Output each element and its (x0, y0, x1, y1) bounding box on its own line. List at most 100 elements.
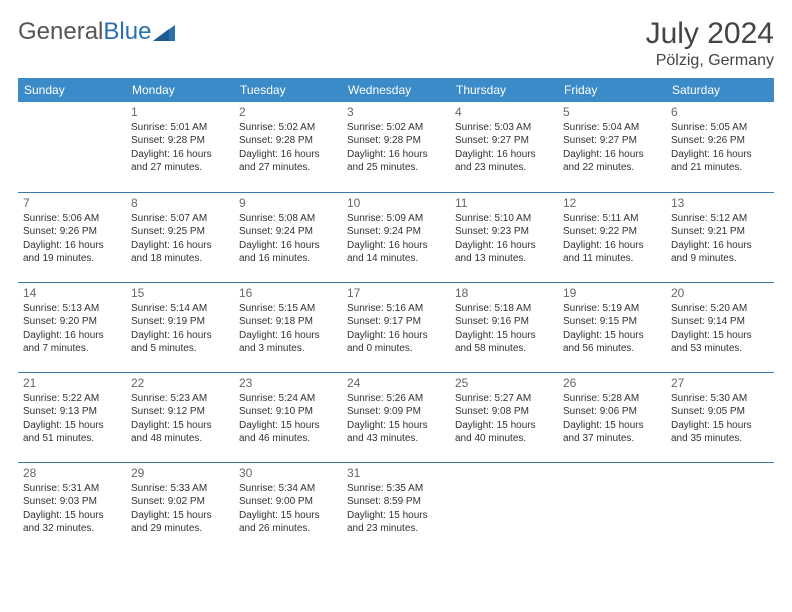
day-number: 27 (671, 376, 769, 390)
calendar-cell: 16Sunrise: 5:15 AMSunset: 9:18 PMDayligh… (234, 282, 342, 372)
sunrise-line: Sunrise: 5:04 AM (563, 121, 661, 135)
calendar-cell: 10Sunrise: 5:09 AMSunset: 9:24 PMDayligh… (342, 192, 450, 282)
day-cell: 12 Sunrise: 5:11 AMSunset: 9:22 PMDayligh… (558, 192, 666, 282)
daylight-line: Daylight: 15 hours and 51 minutes. (23, 419, 121, 446)
calendar-cell: 29 Sunrise: 5:33 AMSunset: 9:02 PMDayligh… (126, 462, 234, 552)
sunset-line: Sunset: 9:13 PM (23, 405, 121, 419)
daylight-line: Daylight: 16 hours and 14 minutes. (347, 239, 445, 266)
sunset-line: Sunset: 9:16 PM (455, 315, 553, 329)
sunset-line: Sunset: 9:27 PM (455, 134, 553, 148)
day-info: Sunrise: 5:01 AMSunset: 9:28 PMDaylight:… (131, 121, 229, 175)
daylight-line: Daylight: 15 hours and 43 minutes. (347, 419, 445, 446)
calendar-cell: 12 Sunrise: 5:11 AMSunset: 9:22 PMDayligh… (558, 192, 666, 282)
calendar-cell: 18Sunrise: 5:18 AMSunset: 9:16 PMDayligh… (450, 282, 558, 372)
calendar-cell: 22 Sunrise: 5:23 AMSunset: 9:12 PMDayligh… (126, 372, 234, 462)
sunrise-line: Sunrise: 5:30 AM (671, 392, 769, 406)
empty-cell (18, 102, 126, 192)
day-cell: 9Sunrise: 5:08 AMSunset: 9:24 PMDaylight… (234, 192, 342, 282)
day-number: 29 (131, 466, 229, 480)
calendar-cell: 13Sunrise: 5:12 AMSunset: 9:21 PMDayligh… (666, 192, 774, 282)
sunset-line: Sunset: 9:15 PM (563, 315, 661, 329)
daylight-line: Daylight: 15 hours and 46 minutes. (239, 419, 337, 446)
calendar-cell: 27Sunrise: 5:30 AMSunset: 9:05 PMDayligh… (666, 372, 774, 462)
day-cell: 15Sunrise: 5:14 AMSunset: 9:19 PMDayligh… (126, 282, 234, 372)
day-info: Sunrise: 5:07 AMSunset: 9:25 PMDaylight:… (131, 212, 229, 266)
day-info: Sunrise: 5:06 AMSunset: 9:26 PMDaylight:… (23, 212, 121, 266)
day-info: Sunrise: 5:23 AMSunset: 9:12 PMDaylight:… (131, 392, 229, 446)
day-cell: 5Sunrise: 5:04 AMSunset: 9:27 PMDaylight… (558, 102, 666, 192)
sunrise-line: Sunrise: 5:20 AM (671, 302, 769, 316)
daylight-line: Daylight: 16 hours and 3 minutes. (239, 329, 337, 356)
calendar-cell (666, 462, 774, 552)
sunset-line: Sunset: 9:20 PM (23, 315, 121, 329)
sunrise-line: Sunrise: 5:05 AM (671, 121, 769, 135)
day-cell: 24Sunrise: 5:26 AMSunset: 9:09 PMDayligh… (342, 372, 450, 462)
day-number: 31 (347, 466, 445, 480)
daylight-line: Daylight: 16 hours and 5 minutes. (131, 329, 229, 356)
day-cell: 11Sunrise: 5:10 AMSunset: 9:23 PMDayligh… (450, 192, 558, 282)
calendar-cell (450, 462, 558, 552)
day-info: Sunrise: 5:33 AMSunset: 9:02 PMDaylight:… (131, 482, 229, 536)
daylight-line: Daylight: 15 hours and 58 minutes. (455, 329, 553, 356)
month-title: July 2024 (646, 18, 774, 50)
logo-text-general: General (18, 18, 103, 46)
day-number: 2 (239, 105, 337, 119)
day-cell: 4Sunrise: 5:03 AMSunset: 9:27 PMDaylight… (450, 102, 558, 192)
sunrise-line: Sunrise: 5:31 AM (23, 482, 121, 496)
sunset-line: Sunset: 9:06 PM (563, 405, 661, 419)
day-cell: 19Sunrise: 5:19 AMSunset: 9:15 PMDayligh… (558, 282, 666, 372)
day-number: 12 (563, 196, 661, 210)
daylight-line: Daylight: 15 hours and 26 minutes. (239, 509, 337, 536)
day-number: 6 (671, 105, 769, 119)
calendar-table: Sunday Monday Tuesday Wednesday Thursday… (18, 78, 774, 552)
day-number: 19 (563, 286, 661, 300)
calendar-cell (18, 102, 126, 192)
day-info: Sunrise: 5:11 AMSunset: 9:22 PMDaylight:… (563, 212, 661, 266)
sunrise-line: Sunrise: 5:02 AM (347, 121, 445, 135)
sunset-line: Sunset: 9:19 PM (131, 315, 229, 329)
day-cell: 14Sunrise: 5:13 AMSunset: 9:20 PMDayligh… (18, 282, 126, 372)
sunrise-line: Sunrise: 5:11 AM (563, 212, 661, 226)
day-number: 22 (131, 376, 229, 390)
calendar-cell: 20 Sunrise: 5:20 AMSunset: 9:14 PMDayligh… (666, 282, 774, 372)
calendar-cell (558, 462, 666, 552)
day-info: Sunrise: 5:34 AMSunset: 9:00 PMDaylight:… (239, 482, 337, 536)
page-header: GeneralBlue July 2024 Pölzig, Germany (18, 18, 774, 70)
calendar-body: 1 Sunrise: 5:01 AMSunset: 9:28 PMDaylight… (18, 102, 774, 552)
sunset-line: Sunset: 9:24 PM (347, 225, 445, 239)
sunset-line: Sunset: 9:14 PM (671, 315, 769, 329)
day-number: 16 (239, 286, 337, 300)
daylight-line: Daylight: 16 hours and 18 minutes. (131, 239, 229, 266)
daylight-line: Daylight: 15 hours and 40 minutes. (455, 419, 553, 446)
daylight-line: Daylight: 15 hours and 48 minutes. (131, 419, 229, 446)
sunrise-line: Sunrise: 5:23 AM (131, 392, 229, 406)
day-number: 25 (455, 376, 553, 390)
day-info: Sunrise: 5:02 AMSunset: 9:28 PMDaylight:… (347, 121, 445, 175)
daylight-line: Daylight: 15 hours and 32 minutes. (23, 509, 121, 536)
sunset-line: Sunset: 9:00 PM (239, 495, 337, 509)
daylight-line: Daylight: 15 hours and 53 minutes. (671, 329, 769, 356)
day-info: Sunrise: 5:04 AMSunset: 9:27 PMDaylight:… (563, 121, 661, 175)
sunrise-line: Sunrise: 5:07 AM (131, 212, 229, 226)
day-cell: 8 Sunrise: 5:07 AMSunset: 9:25 PMDaylight… (126, 192, 234, 282)
day-number: 21 (23, 376, 121, 390)
day-cell: 20 Sunrise: 5:20 AMSunset: 9:14 PMDayligh… (666, 282, 774, 372)
daylight-line: Daylight: 16 hours and 27 minutes. (239, 148, 337, 175)
day-number: 1 (131, 105, 229, 119)
calendar-cell: 19Sunrise: 5:19 AMSunset: 9:15 PMDayligh… (558, 282, 666, 372)
day-cell: 16Sunrise: 5:15 AMSunset: 9:18 PMDayligh… (234, 282, 342, 372)
day-number: 20 (671, 286, 769, 300)
calendar-cell: 30Sunrise: 5:34 AMSunset: 9:00 PMDayligh… (234, 462, 342, 552)
calendar-cell: 26Sunrise: 5:28 AMSunset: 9:06 PMDayligh… (558, 372, 666, 462)
calendar-cell: 9Sunrise: 5:08 AMSunset: 9:24 PMDaylight… (234, 192, 342, 282)
sunrise-line: Sunrise: 5:18 AM (455, 302, 553, 316)
day-info: Sunrise: 5:28 AMSunset: 9:06 PMDaylight:… (563, 392, 661, 446)
calendar-cell: 14Sunrise: 5:13 AMSunset: 9:20 PMDayligh… (18, 282, 126, 372)
sunrise-line: Sunrise: 5:22 AM (23, 392, 121, 406)
day-cell: 28Sunrise: 5:31 AMSunset: 9:03 PMDayligh… (18, 462, 126, 552)
title-block: July 2024 Pölzig, Germany (646, 18, 774, 70)
calendar-cell: 8 Sunrise: 5:07 AMSunset: 9:25 PMDaylight… (126, 192, 234, 282)
day-info: Sunrise: 5:02 AMSunset: 9:28 PMDaylight:… (239, 121, 337, 175)
day-number: 8 (131, 196, 229, 210)
day-cell: 25Sunrise: 5:27 AMSunset: 9:08 PMDayligh… (450, 372, 558, 462)
